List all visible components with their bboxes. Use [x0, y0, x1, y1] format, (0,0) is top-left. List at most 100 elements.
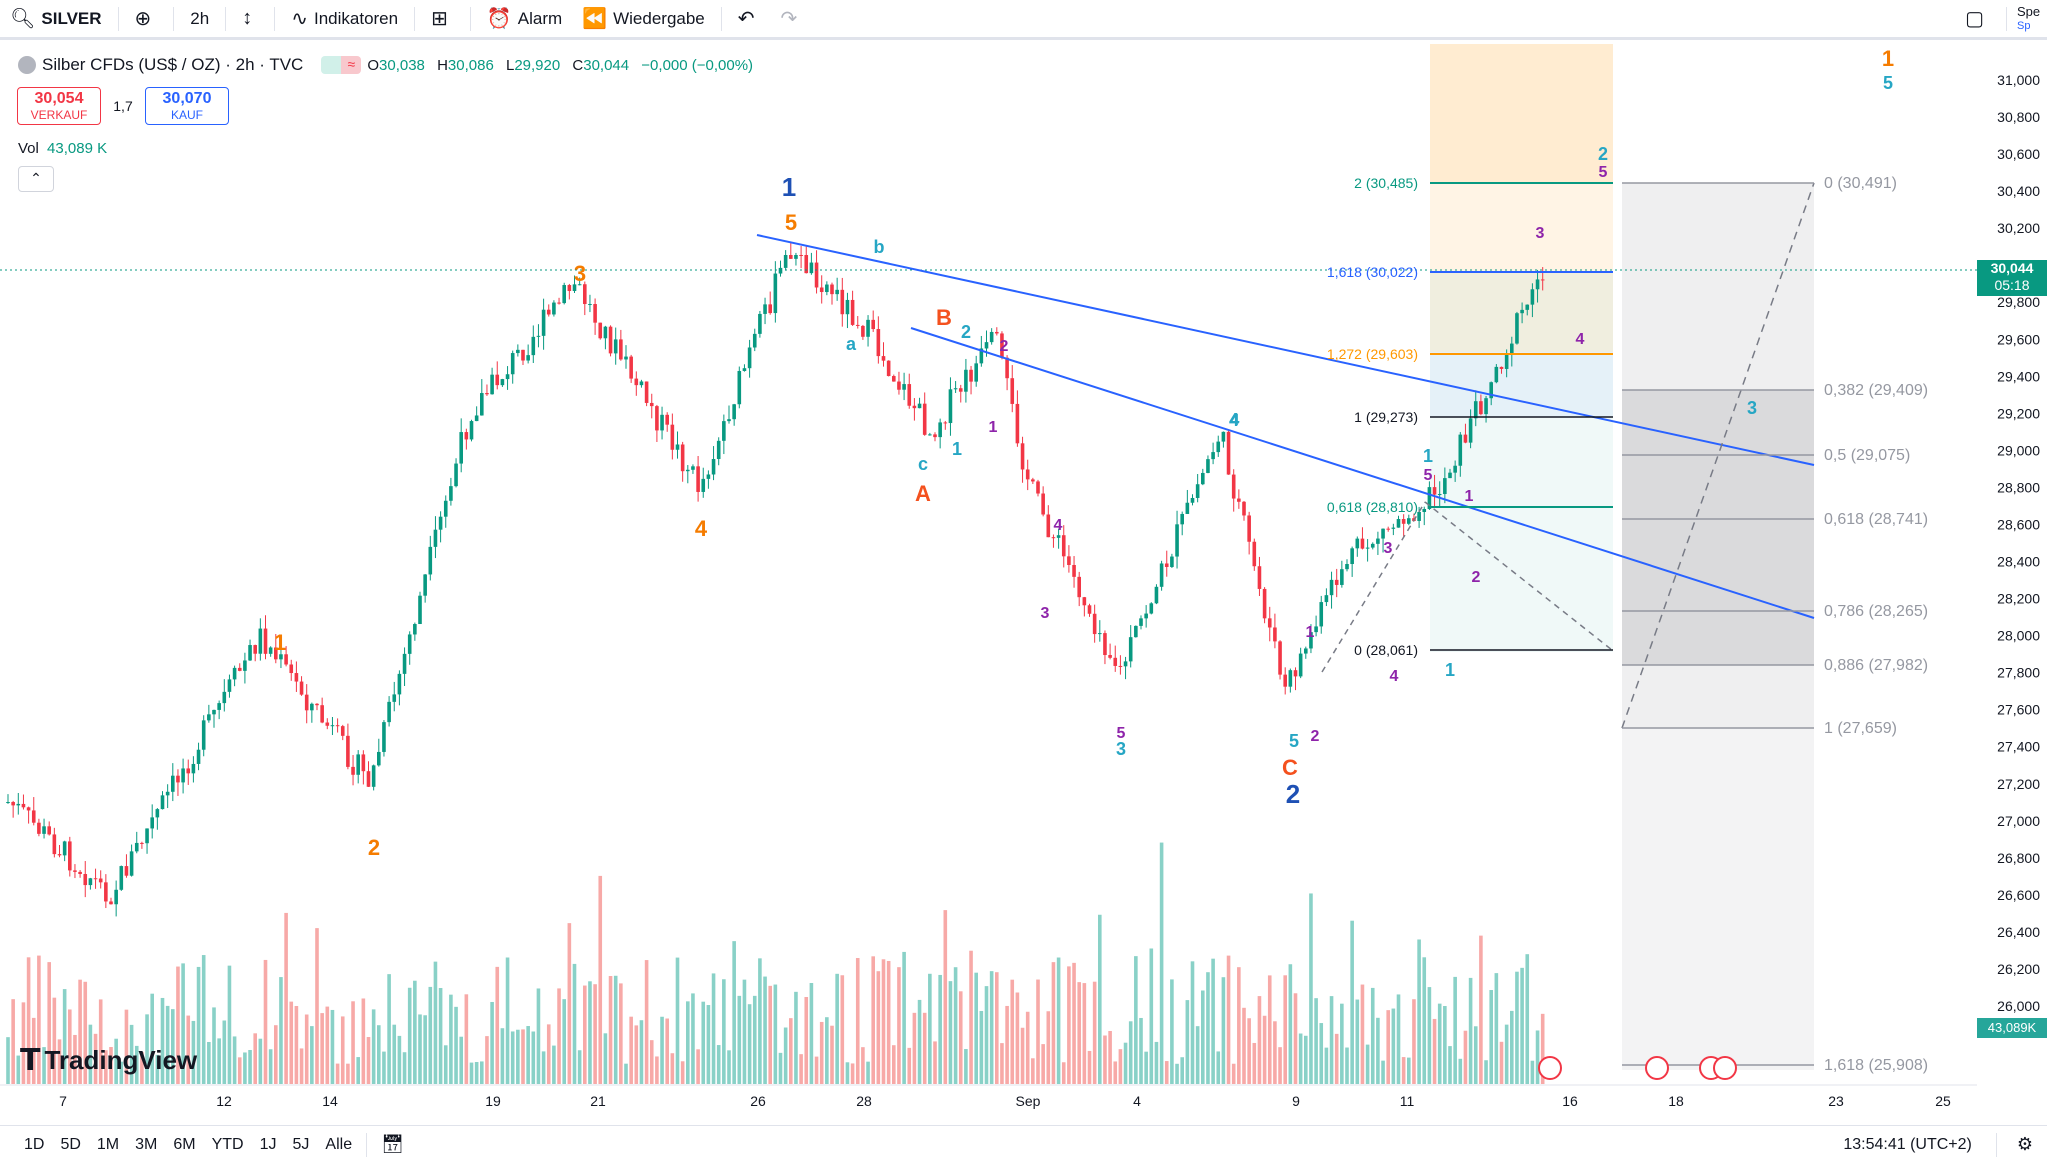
candle-body — [140, 842, 144, 844]
symbol-search[interactable]: 🔍︎ SILVER — [0, 0, 112, 39]
candle-body — [351, 766, 355, 775]
candle-body — [402, 653, 407, 674]
candle-body — [1041, 493, 1045, 515]
volume-bar — [1159, 842, 1164, 1084]
candle-body — [413, 624, 417, 635]
candle-body — [850, 299, 855, 325]
layouts-button[interactable]: ⊞ — [421, 0, 464, 39]
range-1d[interactable]: 1D — [24, 1135, 45, 1153]
candle-body — [1319, 602, 1324, 627]
price-tick-label: 30,400 — [1997, 183, 2040, 199]
range-1m[interactable]: 1M — [96, 1135, 120, 1153]
candle-body — [510, 353, 515, 375]
volume-bar — [1329, 996, 1334, 1084]
range-3m[interactable]: 3M — [135, 1135, 158, 1153]
volume-bar — [1432, 1018, 1437, 1084]
candle-body — [1504, 354, 1509, 369]
chart-type-button[interactable]: ↕ — [232, 0, 268, 39]
volume-bar — [243, 1052, 247, 1084]
volume-bar — [830, 1025, 834, 1084]
sell-button[interactable]: 30,054 VERKAUF — [17, 87, 101, 125]
candle-body — [1360, 538, 1365, 549]
visibility-toggle[interactable] — [321, 56, 342, 74]
candle-body — [1087, 605, 1092, 614]
compare-button[interactable]: ⊕ — [125, 0, 168, 39]
brand-label: TradingView — [44, 1045, 198, 1075]
volume-axis-label: 43,089K — [1977, 1018, 2047, 1038]
candle-body — [335, 725, 340, 727]
volume-legend: Vol 43,089 K — [18, 140, 107, 157]
replay-label: Wiedergabe — [613, 8, 705, 28]
candle-body — [1283, 674, 1287, 687]
undo-icon: ↶ — [737, 8, 755, 30]
volume-bar — [917, 999, 922, 1084]
high-value: 30,086 — [447, 56, 494, 74]
candle-body — [917, 403, 922, 409]
time-tick-label: Sep — [1016, 1093, 1041, 1109]
candle-body — [1051, 537, 1056, 539]
save-area[interactable]: Spe Sp — [2013, 4, 2047, 33]
volume-bar — [1216, 1051, 1221, 1084]
indicators-button[interactable]: ∿ Indikatoren — [281, 0, 408, 39]
date-range-button[interactable]: 📅︎ — [373, 1134, 412, 1155]
price-tick-label: 27,000 — [1997, 813, 2040, 829]
volume-bar — [1370, 987, 1375, 1084]
indicators-icon: ∿ — [291, 8, 308, 30]
volume-bar — [47, 962, 51, 1084]
time-tick-label: 11 — [1400, 1093, 1415, 1109]
volume-bar — [449, 994, 453, 1084]
alert-button[interactable]: ⏰ Alarm — [477, 0, 572, 39]
volume-bar — [541, 1051, 546, 1084]
volume-bar — [1504, 1024, 1509, 1084]
wave-label: 1 — [1445, 660, 1455, 680]
settings-gear-icon[interactable]: ⚙ — [2016, 1134, 2033, 1154]
candle-body — [1118, 665, 1123, 667]
volume-bar — [1340, 1003, 1344, 1084]
interval-button[interactable]: 2h — [180, 0, 219, 39]
redo-button[interactable]: ↷ — [771, 0, 814, 39]
candle-body — [1128, 637, 1133, 662]
candle-body — [536, 335, 541, 337]
candle-body — [639, 381, 644, 386]
range-ytd[interactable]: YTD — [211, 1135, 244, 1153]
candle-body — [737, 370, 742, 405]
candle-body — [423, 574, 427, 596]
range-5j[interactable]: 5J — [292, 1135, 310, 1153]
volume-label: Vol — [18, 140, 39, 157]
spread-value: 1,7 — [113, 98, 133, 114]
volume-bar — [516, 1029, 520, 1084]
candle-body — [98, 878, 103, 883]
wave-label: 1 — [1465, 488, 1474, 505]
candle-body — [1334, 579, 1339, 585]
range-all[interactable]: Alle — [325, 1135, 353, 1153]
range-5d[interactable]: 5D — [60, 1135, 81, 1153]
wave-label: 4 — [1390, 668, 1399, 685]
candle-body — [1427, 487, 1432, 509]
time-tick-label: 21 — [590, 1093, 606, 1109]
volume-bar — [850, 1063, 855, 1084]
candle-body — [1195, 484, 1200, 498]
candle-body — [407, 634, 412, 654]
buy-button[interactable]: 30,070 KAUF — [145, 87, 229, 125]
candle-body — [773, 273, 778, 314]
settings-toggle[interactable]: ≈ — [341, 56, 362, 74]
range-1j[interactable]: 1J — [259, 1135, 277, 1153]
buy-label: KAUF — [170, 108, 203, 122]
volume-bar — [727, 1050, 731, 1084]
candle-body — [289, 664, 294, 674]
candle-body — [263, 628, 268, 654]
candle-body — [552, 302, 556, 315]
candle-body — [732, 404, 736, 420]
fib-ext-label: 1,618 (30,022) — [1327, 264, 1418, 280]
candle-body — [1092, 613, 1097, 635]
collapse-legend-button[interactable]: ⌃ — [18, 166, 54, 192]
price-tick-label: 28,000 — [1997, 628, 2040, 644]
volume-bar — [1077, 982, 1081, 1084]
fullscreen-button[interactable]: ▢ — [1955, 0, 2000, 39]
candle-body — [356, 754, 360, 775]
range-6m[interactable]: 6M — [173, 1135, 196, 1153]
undo-button[interactable]: ↶ — [728, 0, 771, 39]
replay-button[interactable]: ⏪ Wiedergabe — [572, 0, 715, 39]
candle-body — [1386, 528, 1390, 530]
